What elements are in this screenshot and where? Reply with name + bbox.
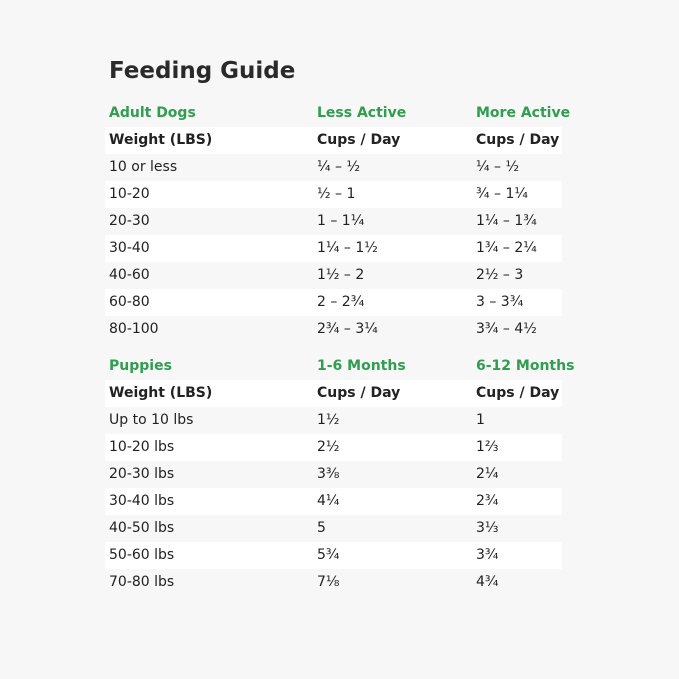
section-header: Puppies bbox=[109, 358, 172, 374]
table-cell: 80-100 bbox=[109, 321, 159, 337]
table-cell: 5 bbox=[317, 520, 326, 536]
table-cell: 2½ bbox=[317, 439, 340, 455]
table-cell: 2 – 2¾ bbox=[317, 294, 365, 310]
title: Feeding Guide bbox=[109, 58, 296, 84]
row-band bbox=[105, 289, 562, 316]
table-cell: 3¾ – 4½ bbox=[476, 321, 537, 337]
row-band bbox=[105, 542, 562, 569]
section-header: 6-12 Months bbox=[476, 358, 575, 374]
column-header: Cups / Day bbox=[476, 132, 560, 148]
table-cell: 5¾ bbox=[317, 547, 340, 563]
table-cell: 1¼ – 1½ bbox=[317, 240, 378, 256]
table-cell: 50-60 lbs bbox=[109, 547, 175, 563]
column-header: Weight (LBS) bbox=[109, 132, 213, 148]
section-header: Adult Dogs bbox=[109, 105, 196, 121]
section-header: More Active bbox=[476, 105, 571, 121]
table-cell: 2¾ bbox=[476, 493, 499, 509]
section-header: Less Active bbox=[317, 105, 407, 121]
table-cell: 1¼ – 1¾ bbox=[476, 213, 537, 229]
table-cell: 30-40 lbs bbox=[109, 493, 175, 509]
section-header: 1-6 Months bbox=[317, 358, 406, 374]
table-cell: 20-30 lbs bbox=[109, 466, 175, 482]
table-cell: 1 bbox=[476, 412, 485, 428]
table-cell: 10-20 lbs bbox=[109, 439, 175, 455]
table-cell: Up to 10 lbs bbox=[109, 412, 194, 428]
table-cell: 1⅔ bbox=[476, 439, 499, 455]
row-band bbox=[105, 434, 562, 461]
column-header: Cups / Day bbox=[317, 132, 401, 148]
table-cell: 40-50 lbs bbox=[109, 520, 175, 536]
table-cell: ¾ – 1¼ bbox=[476, 186, 528, 202]
table-cell: 1 – 1¼ bbox=[317, 213, 365, 229]
table-cell: 70-80 lbs bbox=[109, 574, 175, 590]
row-band bbox=[105, 127, 562, 154]
table-cell: 60-80 bbox=[109, 294, 150, 310]
table-cell: 40-60 bbox=[109, 267, 150, 283]
table-cell: 2½ – 3 bbox=[476, 267, 524, 283]
table-cell: 2¼ bbox=[476, 466, 499, 482]
row-band bbox=[105, 380, 562, 407]
table-cell: 20-30 bbox=[109, 213, 150, 229]
table-cell: 4¼ bbox=[317, 493, 340, 509]
table-cell: 2¾ – 3¼ bbox=[317, 321, 378, 337]
table-cell: 10 or less bbox=[109, 159, 178, 175]
column-header: Weight (LBS) bbox=[109, 385, 213, 401]
table-cell: 30-40 bbox=[109, 240, 150, 256]
table-cell: 1¾ – 2¼ bbox=[476, 240, 537, 256]
table-cell: 7⅛ bbox=[317, 574, 340, 590]
table-cell: 3⅓ bbox=[476, 520, 499, 536]
table-cell: 10-20 bbox=[109, 186, 150, 202]
table-cell: ½ – 1 bbox=[317, 186, 356, 202]
table-cell: 3⅜ bbox=[317, 466, 340, 482]
table-cell: ¼ – ½ bbox=[317, 159, 361, 175]
row-band bbox=[105, 235, 562, 262]
row-band bbox=[105, 488, 562, 515]
table-cell: ¼ – ½ bbox=[476, 159, 520, 175]
row-band bbox=[105, 181, 562, 208]
table-cell: 4¾ bbox=[476, 574, 499, 590]
table-cell: 1½ – 2 bbox=[317, 267, 365, 283]
table-cell: 3¾ bbox=[476, 547, 499, 563]
column-header: Cups / Day bbox=[476, 385, 560, 401]
column-header: Cups / Day bbox=[317, 385, 401, 401]
table-cell: 3 – 3¾ bbox=[476, 294, 524, 310]
table-cell: 1½ bbox=[317, 412, 340, 428]
